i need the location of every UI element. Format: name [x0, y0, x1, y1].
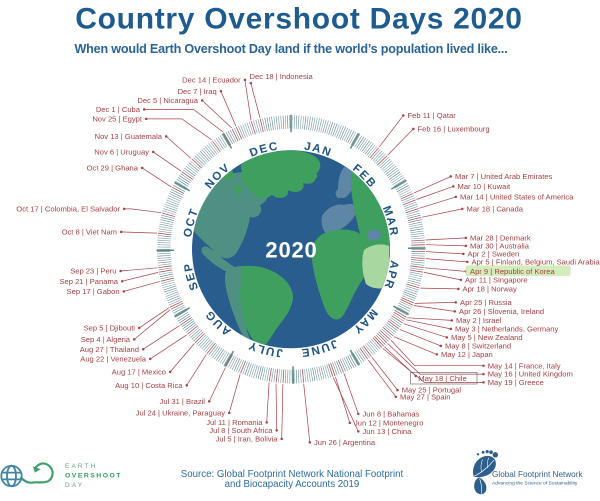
svg-text:Apr 26 | Slovenia, Ireland: Apr 26 | Slovenia, Ireland: [459, 307, 544, 316]
svg-text:Jun 8 | Bahamas: Jun 8 | Bahamas: [363, 410, 420, 419]
svg-text:Jul 5 | Iran, Bolivia: Jul 5 | Iran, Bolivia: [216, 435, 279, 444]
svg-text:Jul 31 | Brazil: Jul 31 | Brazil: [160, 397, 206, 406]
svg-text:Sep 5 | Djibouti: Sep 5 | Djibouti: [84, 324, 136, 333]
svg-text:Nov 25 | Egypt: Nov 25 | Egypt: [92, 115, 143, 124]
svg-text:Aug 22 | Venezuela: Aug 22 | Venezuela: [80, 355, 147, 364]
svg-text:Apr 18 | Norway: Apr 18 | Norway: [463, 285, 518, 294]
svg-text:and Biocapacity Accounts 2019: and Biocapacity Accounts 2019: [225, 479, 360, 490]
svg-text:Mar 7 | United Arab Emirates: Mar 7 | United Arab Emirates: [455, 172, 553, 181]
svg-text:Sep 17 | Gabon: Sep 17 | Gabon: [67, 287, 120, 296]
svg-text:DAY: DAY: [65, 482, 84, 489]
svg-text:Jun 26 | Argentina: Jun 26 | Argentina: [314, 438, 376, 447]
svg-text:Country Overshoot Days 2020: Country Overshoot Days 2020: [75, 3, 522, 36]
svg-text:When would Earth Overshoot Day: When would Earth Overshoot Day land if t…: [74, 42, 507, 56]
svg-text:Oct 17 | Colombia, El Salvador: Oct 17 | Colombia, El Salvador: [16, 205, 120, 214]
svg-text:Global Footprint Network: Global Footprint Network: [492, 470, 583, 479]
svg-text:Mar 18 | Canada: Mar 18 | Canada: [467, 205, 524, 214]
svg-text:Aug 10 | Costa Rica: Aug 10 | Costa Rica: [115, 381, 183, 390]
svg-text:Jun 13 | China: Jun 13 | China: [363, 427, 413, 436]
svg-text:Oct 29 | Ghana: Oct 29 | Ghana: [87, 164, 139, 173]
svg-text:May 12 | Japan: May 12 | Japan: [441, 350, 493, 359]
svg-text:May 18 | Chile: May 18 | Chile: [418, 374, 466, 383]
svg-text:Dec 14 | Ecuador: Dec 14 | Ecuador: [182, 76, 241, 85]
svg-text:May 27 | Spain: May 27 | Spain: [400, 392, 451, 401]
svg-text:Mar 10 | Kuwait: Mar 10 | Kuwait: [458, 182, 512, 191]
svg-text:Aug 17 | Mexico: Aug 17 | Mexico: [112, 368, 166, 377]
svg-text:Nov 13 | Guatemala: Nov 13 | Guatemala: [95, 132, 163, 141]
svg-text:Oct 8 | Viet Nam: Oct 8 | Viet Nam: [62, 228, 117, 237]
svg-text:Nov 6 | Uruguay: Nov 6 | Uruguay: [94, 148, 149, 157]
svg-text:OVERSHOOT: OVERSHOOT: [65, 473, 122, 480]
svg-text:Aug 27 | Thailand: Aug 27 | Thailand: [80, 345, 139, 354]
svg-text:Dec 18 | Indonesia: Dec 18 | Indonesia: [250, 72, 314, 81]
svg-text:Feb 16 | Luxembourg: Feb 16 | Luxembourg: [418, 125, 490, 134]
svg-text:Apr 11 | Singapore: Apr 11 | Singapore: [465, 276, 528, 285]
svg-text:Sep 21 | Panama: Sep 21 | Panama: [59, 277, 118, 286]
svg-text:Sep 4 | Algeria: Sep 4 | Algeria: [81, 335, 131, 344]
svg-text:May 19 | Greece: May 19 | Greece: [488, 378, 544, 387]
svg-text:EARTH: EARTH: [65, 463, 98, 470]
svg-text:Feb 11 | Qatar: Feb 11 | Qatar: [408, 111, 457, 120]
svg-text:Mar 14 | United States of Amer: Mar 14 | United States of America: [460, 193, 574, 202]
svg-text:Dec 1 | Cuba: Dec 1 | Cuba: [96, 105, 141, 114]
svg-text:Dec 5 | Nicaragua: Dec 5 | Nicaragua: [137, 96, 198, 105]
svg-text:Apr 25 | Russia: Apr 25 | Russia: [460, 298, 513, 307]
svg-text:2020: 2020: [265, 238, 317, 263]
svg-text:Advancing the Science of Susta: Advancing the Science of Sustainability: [492, 480, 578, 486]
svg-text:Jul 24 | Ukraine, Paraguay: Jul 24 | Ukraine, Paraguay: [136, 409, 226, 418]
svg-text:Dec 7 | Iraq: Dec 7 | Iraq: [178, 87, 217, 96]
svg-text:Sep 23 | Peru: Sep 23 | Peru: [70, 267, 116, 276]
svg-text:Apr 5 | Finland, Belgium, Saud: Apr 5 | Finland, Belgium, Saudi Arabia: [472, 258, 600, 267]
